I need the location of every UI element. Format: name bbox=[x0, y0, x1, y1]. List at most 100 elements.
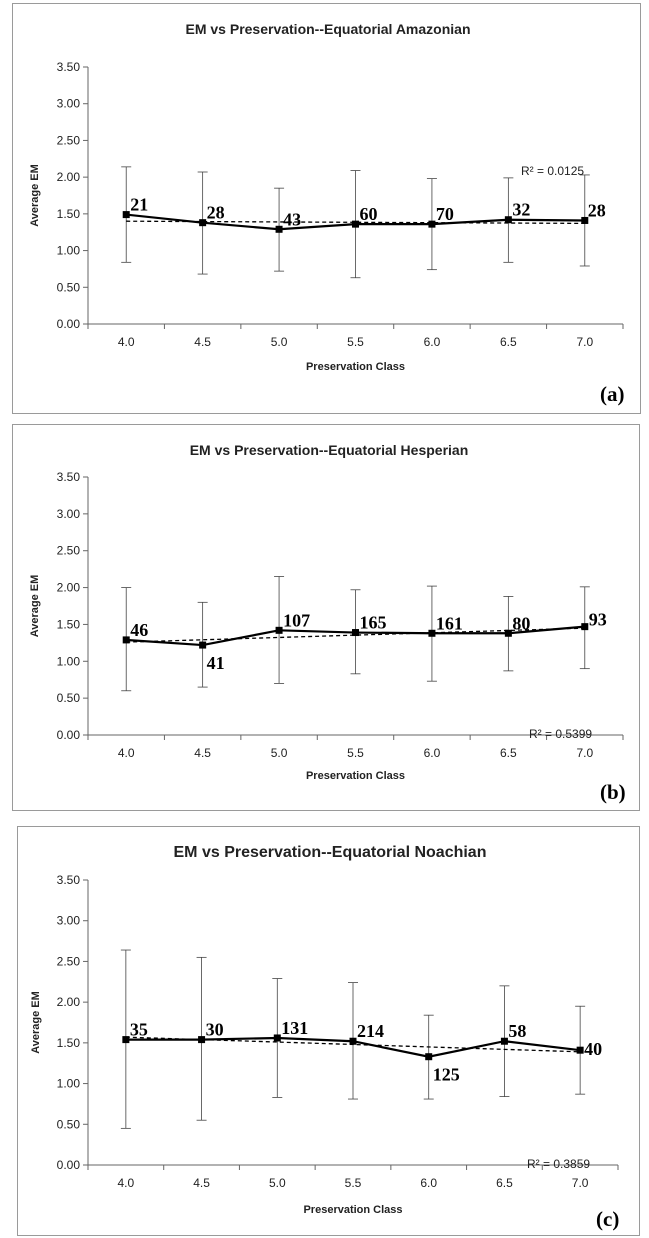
data-point bbox=[273, 1034, 281, 1042]
data-point bbox=[504, 629, 512, 637]
chart-title: EM vs Preservation--Equatorial Hesperian bbox=[190, 442, 469, 458]
y-tick-label: 0.00 bbox=[57, 317, 81, 331]
x-tick-label: 6.5 bbox=[496, 1176, 513, 1190]
chart-c-svg: EM vs Preservation--Equatorial Noachian 0… bbox=[30, 844, 619, 1231]
x-tick-label: 4.5 bbox=[194, 746, 211, 760]
x-tick-label: 4.0 bbox=[118, 1176, 135, 1190]
y-tick-label: 2.50 bbox=[57, 544, 81, 558]
r-squared-label: R² = 0.5399 bbox=[529, 727, 592, 741]
count-label: 131 bbox=[281, 1018, 308, 1038]
data-point bbox=[428, 220, 436, 228]
x-tick-label: 7.0 bbox=[572, 1176, 589, 1190]
data-point bbox=[122, 636, 130, 644]
x-axis-label: Preservation Class bbox=[306, 770, 405, 782]
x-tick-label: 6.0 bbox=[420, 1176, 437, 1190]
x-axis-label: Preservation Class bbox=[303, 1204, 402, 1216]
data-point bbox=[581, 216, 589, 224]
y-tick-label: 2.50 bbox=[57, 133, 81, 147]
y-tick-label: 2.50 bbox=[57, 954, 81, 968]
x-tick-label: 5.0 bbox=[269, 1176, 286, 1190]
y-tick-label: 2.00 bbox=[57, 170, 81, 184]
count-label: 80 bbox=[512, 613, 530, 633]
r-squared-label: R² = 0.0125 bbox=[521, 164, 584, 178]
count-label: 28 bbox=[588, 200, 606, 220]
count-label: 93 bbox=[589, 610, 607, 630]
y-tick-label: 1.00 bbox=[57, 244, 81, 258]
chart-title: EM vs Preservation--Equatorial Noachian bbox=[174, 844, 487, 861]
panel-label: (a) bbox=[600, 382, 625, 406]
y-tick-label: 3.00 bbox=[57, 507, 81, 521]
data-point bbox=[122, 1036, 130, 1044]
y-tick-label: 1.00 bbox=[57, 1077, 81, 1091]
data-point bbox=[576, 1046, 584, 1054]
count-label: 32 bbox=[512, 200, 530, 220]
data-point bbox=[199, 641, 207, 649]
count-label: 58 bbox=[508, 1021, 526, 1041]
y-tick-label: 2.00 bbox=[57, 581, 81, 595]
y-tick-label: 1.00 bbox=[57, 654, 81, 668]
x-tick-label: 6.5 bbox=[500, 746, 517, 760]
data-point bbox=[198, 1036, 206, 1044]
x-tick-label: 4.0 bbox=[118, 746, 135, 760]
count-label: 21 bbox=[130, 195, 148, 215]
count-label: 70 bbox=[436, 204, 454, 224]
x-tick-label: 6.0 bbox=[424, 746, 441, 760]
count-label: 35 bbox=[130, 1020, 148, 1040]
data-point bbox=[581, 623, 589, 631]
x-tick-label: 7.0 bbox=[576, 335, 593, 349]
data-point bbox=[352, 220, 359, 228]
y-tick-label: 1.50 bbox=[57, 617, 81, 631]
y-tick-label: 3.00 bbox=[57, 914, 81, 928]
x-tick-label: 4.5 bbox=[193, 1176, 210, 1190]
data-point bbox=[122, 211, 130, 219]
count-label: 30 bbox=[206, 1020, 224, 1040]
y-axis-label: Average EM bbox=[29, 575, 41, 638]
x-tick-label: 4.0 bbox=[118, 335, 135, 349]
x-tick-label: 6.0 bbox=[424, 335, 441, 349]
data-point bbox=[504, 216, 512, 224]
count-label: 60 bbox=[360, 204, 378, 224]
r-squared-label: R² = 0.3859 bbox=[527, 1157, 590, 1171]
y-tick-label: 0.50 bbox=[57, 1117, 81, 1131]
x-tick-label: 5.5 bbox=[347, 746, 364, 760]
data-point bbox=[352, 629, 359, 637]
x-tick-label: 4.5 bbox=[194, 335, 211, 349]
chart-panel-b: EM vs Preservation--Equatorial Hesperian… bbox=[12, 424, 640, 811]
chart-title: EM vs Preservation--Equatorial Amazonian bbox=[186, 21, 471, 37]
count-label: 40 bbox=[584, 1039, 602, 1059]
chart-a-svg: EM vs Preservation--Equatorial Amazonian… bbox=[29, 21, 625, 406]
count-label: 41 bbox=[207, 653, 225, 673]
data-point bbox=[425, 1053, 433, 1061]
data-point bbox=[428, 629, 436, 637]
data-point bbox=[275, 225, 283, 233]
y-tick-label: 1.50 bbox=[57, 1036, 81, 1050]
y-tick-label: 0.00 bbox=[57, 728, 81, 742]
data-point bbox=[275, 626, 283, 634]
y-tick-label: 3.50 bbox=[57, 873, 81, 887]
x-tick-label: 6.5 bbox=[500, 335, 517, 349]
count-label: 165 bbox=[360, 613, 387, 633]
y-tick-label: 0.00 bbox=[57, 1158, 81, 1172]
y-tick-label: 2.00 bbox=[57, 995, 81, 1009]
chart-panel-a: EM vs Preservation--Equatorial Amazonian… bbox=[12, 3, 641, 414]
y-tick-label: 1.50 bbox=[57, 207, 81, 221]
x-tick-label: 5.0 bbox=[271, 335, 288, 349]
y-tick-label: 0.50 bbox=[57, 691, 81, 705]
count-label: 161 bbox=[436, 613, 463, 633]
y-tick-label: 3.00 bbox=[57, 97, 81, 111]
count-label: 28 bbox=[207, 203, 225, 223]
chart-b-svg: EM vs Preservation--Equatorial Hesperian… bbox=[29, 442, 626, 804]
x-tick-label: 5.0 bbox=[271, 746, 288, 760]
y-tick-label: 3.50 bbox=[57, 470, 81, 484]
x-tick-label: 7.0 bbox=[576, 746, 593, 760]
y-axis-label: Average EM bbox=[30, 991, 42, 1054]
count-label: 43 bbox=[283, 209, 301, 229]
count-label: 125 bbox=[433, 1065, 460, 1085]
y-tick-label: 0.50 bbox=[57, 280, 81, 294]
x-tick-label: 5.5 bbox=[345, 1176, 362, 1190]
count-label: 214 bbox=[357, 1021, 384, 1041]
y-tick-label: 3.50 bbox=[57, 60, 81, 74]
x-axis-label: Preservation Class bbox=[306, 361, 405, 373]
y-axis-label: Average EM bbox=[29, 164, 41, 227]
panel-label: (c) bbox=[596, 1207, 619, 1231]
